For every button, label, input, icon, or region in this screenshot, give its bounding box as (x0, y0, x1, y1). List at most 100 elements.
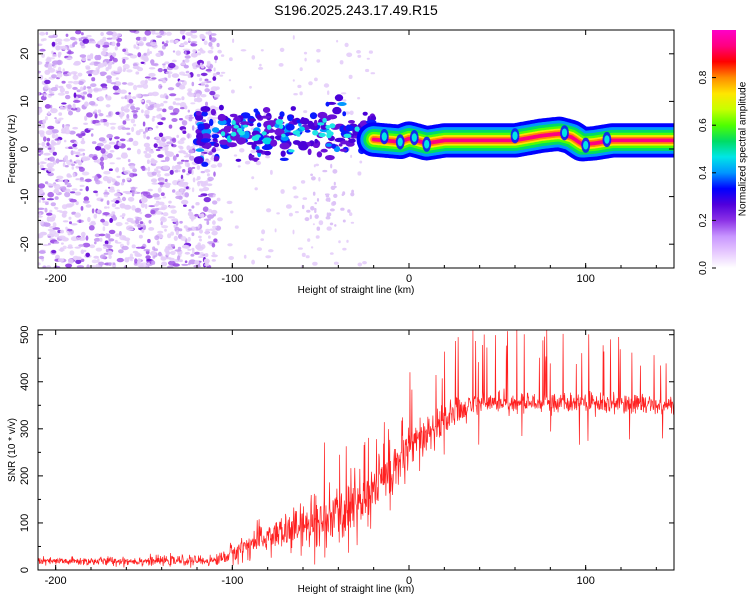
noise-speckle (332, 169, 338, 174)
noise-speckle (365, 68, 370, 73)
noise-speckle (175, 220, 179, 226)
noise-speckle (162, 108, 167, 113)
noise-speckle (103, 122, 107, 126)
noise-speckle (195, 244, 202, 250)
noise-speckle (57, 119, 62, 122)
noise-speckle (187, 92, 195, 97)
noise-speckle (177, 246, 182, 251)
noise-speckle (200, 213, 205, 218)
noise-speckle (170, 244, 175, 248)
signal-blob (201, 133, 211, 140)
noise-speckle (187, 109, 190, 113)
noise-speckle (338, 240, 341, 244)
noise-speckle (329, 208, 335, 212)
noise-speckle (167, 216, 176, 219)
noise-speckle (329, 252, 334, 255)
noise-speckle (131, 110, 139, 113)
noise-speckle (78, 81, 84, 85)
figure-title: S196.2025.243.17.49.R15 (274, 2, 438, 18)
noise-speckle (161, 204, 168, 210)
noise-speckle (90, 265, 98, 268)
noise-speckle (126, 177, 131, 181)
noise-speckle (187, 167, 193, 172)
noise-speckle (169, 169, 174, 175)
noise-speckle (178, 259, 183, 263)
noise-speckle (133, 84, 138, 91)
noise-speckle (342, 99, 347, 102)
noise-speckle (143, 52, 147, 56)
noise-speckle (51, 74, 57, 79)
noise-speckle (148, 205, 156, 208)
noise-speckle (39, 31, 46, 36)
noise-speckle (148, 219, 152, 224)
noise-speckle (203, 258, 210, 264)
noise-speckle (226, 200, 233, 205)
noise-speckle (160, 216, 165, 221)
signal-blob (318, 132, 326, 138)
noise-speckle (50, 108, 58, 114)
noise-speckle (180, 43, 184, 47)
noise-speckle (207, 176, 214, 181)
noise-speckle (66, 51, 74, 55)
signal-blob (262, 137, 273, 145)
signal-blob (256, 114, 262, 119)
noise-speckle (172, 59, 177, 63)
noise-speckle (323, 83, 330, 88)
noise-speckle (155, 200, 160, 204)
noise-speckle (314, 202, 318, 205)
noise-speckle (57, 92, 65, 96)
noise-speckle (138, 234, 143, 239)
noise-speckle (72, 80, 79, 85)
signal-blob (220, 131, 226, 137)
signal-blob (240, 121, 250, 126)
snr-x-ticks: -200 -100 0 100 (45, 330, 657, 587)
noise-speckle (103, 191, 110, 196)
noise-speckle (38, 183, 46, 189)
noise-speckle (104, 222, 109, 226)
snr-y-ticks: 0 100 200 300 400 500 (19, 326, 674, 573)
signal-blob (230, 131, 237, 137)
noise-speckle (39, 48, 46, 52)
noise-speckle (97, 40, 103, 46)
noise-speckle (156, 114, 163, 119)
noise-speckle (114, 207, 121, 210)
noise-speckle (195, 64, 201, 68)
noise-speckle (181, 263, 189, 266)
noise-speckle (127, 147, 131, 151)
signal-blob (212, 138, 218, 142)
noise-speckle (106, 75, 112, 80)
signal-blob (200, 106, 211, 113)
noise-speckle (66, 204, 74, 207)
noise-speckle (176, 161, 184, 165)
noise-speckle (140, 54, 148, 61)
noise-speckle (69, 191, 76, 194)
noise-speckle (204, 263, 210, 267)
noise-speckle (68, 110, 73, 116)
signal-blob (260, 115, 271, 119)
noise-speckle (172, 155, 177, 161)
noise-speckle (43, 94, 47, 97)
noise-speckle (98, 261, 105, 266)
noise-speckle (268, 249, 274, 253)
noise-speckle (64, 128, 71, 135)
noise-speckle (111, 203, 117, 208)
noise-speckle (216, 42, 220, 48)
noise-speckle (132, 96, 137, 99)
x-tick-label: 0 (406, 575, 412, 587)
noise-speckle (279, 47, 285, 53)
noise-speckle (55, 134, 59, 139)
noise-speckle (114, 46, 118, 51)
noise-speckle (151, 182, 159, 185)
noise-speckle (157, 146, 163, 149)
noise-speckle (191, 125, 195, 131)
signal-blob (332, 106, 342, 115)
noise-speckle (66, 175, 73, 178)
noise-speckle (78, 244, 85, 247)
signal-blob (322, 117, 327, 123)
noise-speckle (177, 140, 185, 145)
noise-speckle (190, 52, 198, 58)
noise-speckle (75, 30, 82, 35)
noise-speckle (83, 249, 87, 253)
noise-speckle (172, 189, 176, 193)
noise-speckle (42, 265, 47, 268)
